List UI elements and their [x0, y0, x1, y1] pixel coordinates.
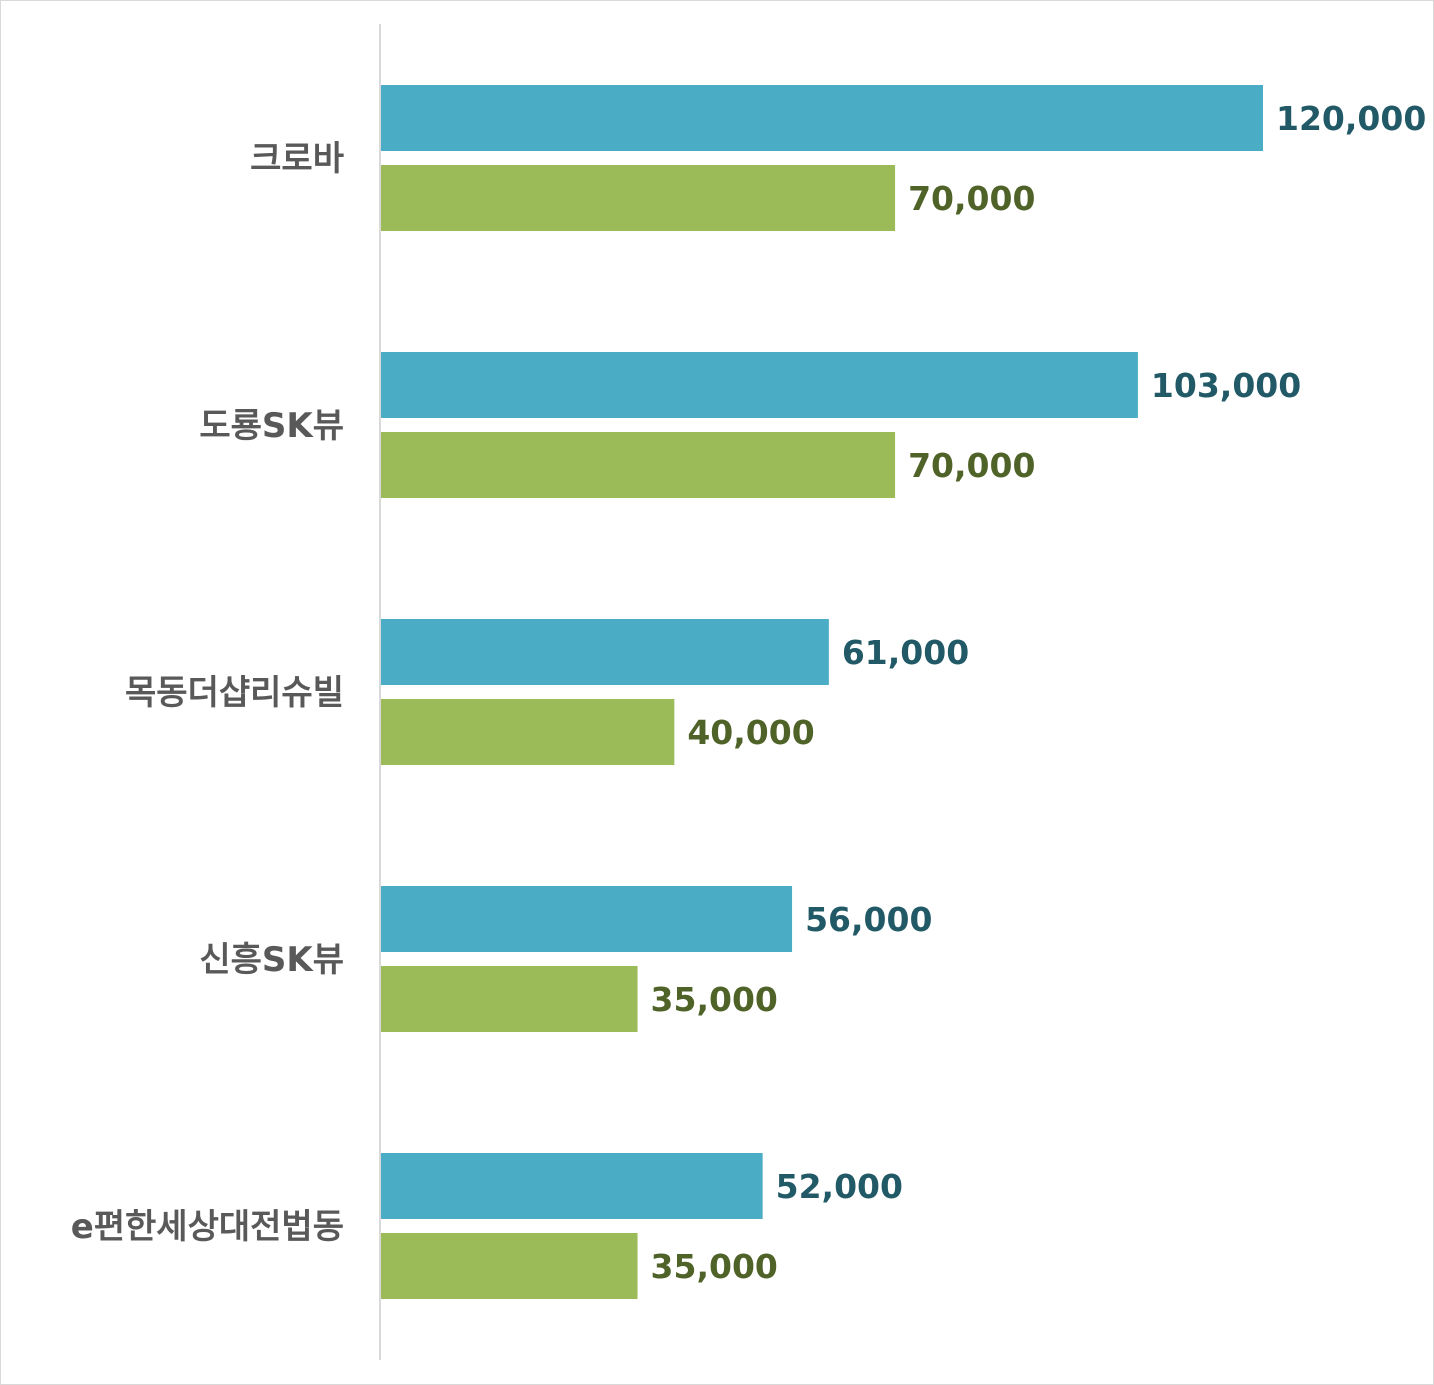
bar-2-3	[380, 699, 675, 765]
category-label-4: 신흥SK뷰	[199, 940, 344, 980]
value-label-2-4: 35,000	[651, 980, 778, 1019]
category-label-5: e편한세상대전법동	[71, 1207, 344, 1247]
bar-1-2	[380, 352, 1138, 418]
value-label-2-5: 35,000	[651, 1247, 778, 1286]
bar-2-2	[380, 432, 896, 498]
value-label-2-2: 70,000	[908, 446, 1035, 485]
bar-1-3	[380, 619, 829, 685]
value-label-1-1: 120,000	[1276, 99, 1426, 138]
value-label-2-1: 70,000	[908, 179, 1035, 218]
bar-1-5	[380, 1153, 763, 1219]
bars-layer	[380, 85, 1263, 1299]
value-label-1-4: 56,000	[805, 900, 932, 939]
value-label-1-5: 52,000	[776, 1167, 903, 1206]
value-label-1-2: 103,000	[1151, 366, 1301, 405]
bar-2-4	[380, 966, 638, 1032]
value-label-1-3: 61,000	[842, 633, 969, 672]
category-label-3: 목동더샵리슈빌	[125, 673, 344, 713]
value-label-2-3: 40,000	[687, 713, 814, 752]
bar-2-5	[380, 1233, 638, 1299]
category-label-1: 크로바	[250, 139, 344, 179]
bar-1-4	[380, 886, 793, 952]
value-labels-layer: 120,000 70,000 103,000 70,000 61,000 40,000 56…	[651, 99, 1427, 1286]
bar-2-1	[380, 165, 896, 231]
category-label-2: 도룡SK뷰	[199, 406, 344, 446]
bar-1-1	[380, 85, 1263, 151]
